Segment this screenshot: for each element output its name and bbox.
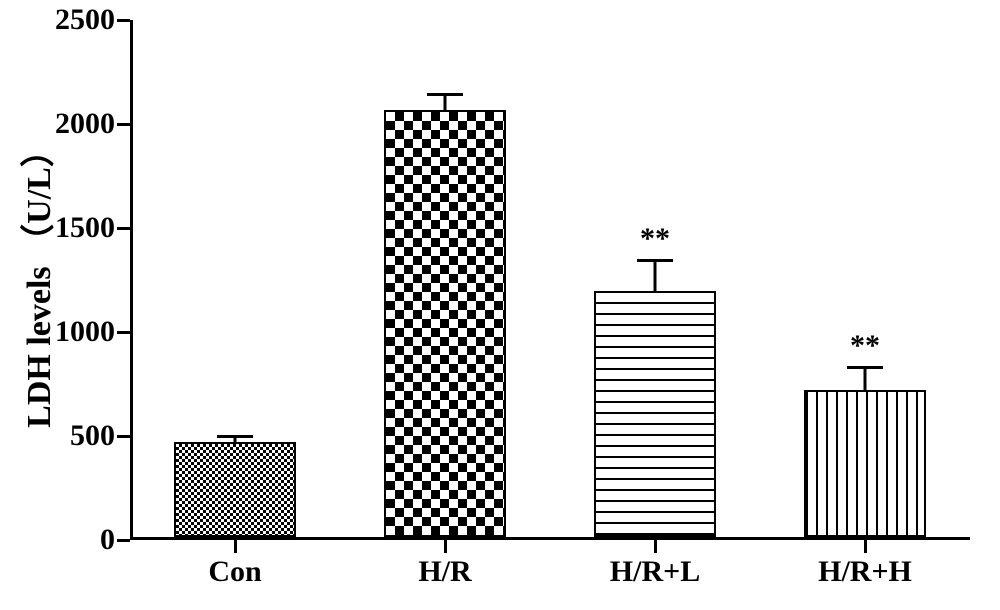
sig-annotation: ** (850, 331, 880, 361)
y-tick-label: 1000 (0, 315, 115, 349)
bar-h-r (384, 110, 506, 537)
error-bar-cap (427, 93, 463, 96)
x-tick (234, 540, 237, 553)
x-tick (444, 540, 447, 553)
plot-area: ** ** (130, 20, 970, 540)
y-tick (117, 331, 130, 334)
sig-annotation: ** (640, 224, 670, 254)
bar-h-r-l (594, 291, 716, 537)
y-tick (117, 19, 130, 22)
bar-h-r-h (804, 390, 926, 537)
x-tick-label: H/R (418, 555, 471, 589)
bar-con (174, 442, 296, 537)
y-tick-label: 500 (0, 419, 115, 453)
error-bar-cap (637, 259, 673, 262)
y-tick (117, 539, 130, 542)
y-tick-label: 2000 (0, 107, 115, 141)
x-tick (654, 540, 657, 553)
error-bar-cap (217, 435, 253, 438)
y-tick-label: 2500 (0, 3, 115, 37)
x-tick (864, 540, 867, 553)
x-tick-label: H/R+L (610, 555, 700, 589)
y-tick (117, 435, 130, 438)
y-axis-line (130, 20, 133, 540)
ldh-bar-chart: LDH levels （U/L） ** ** 0 500 1000 1500 2000 25… (0, 0, 1000, 610)
error-bar-stem (864, 367, 867, 390)
error-bar-cap (847, 366, 883, 369)
y-tick-label: 1500 (0, 211, 115, 245)
y-tick-label: 0 (0, 523, 115, 557)
x-tick-label: Con (208, 555, 261, 589)
x-axis-line (130, 537, 970, 540)
x-tick-label: H/R+H (818, 555, 912, 589)
y-tick (117, 123, 130, 126)
y-axis-label-container: LDH levels （U/L） (10, 0, 60, 560)
error-bar-stem (654, 260, 657, 291)
y-tick (117, 227, 130, 230)
y-axis-label: LDH levels （U/L） (11, 133, 60, 428)
error-bar-stem (444, 94, 447, 111)
